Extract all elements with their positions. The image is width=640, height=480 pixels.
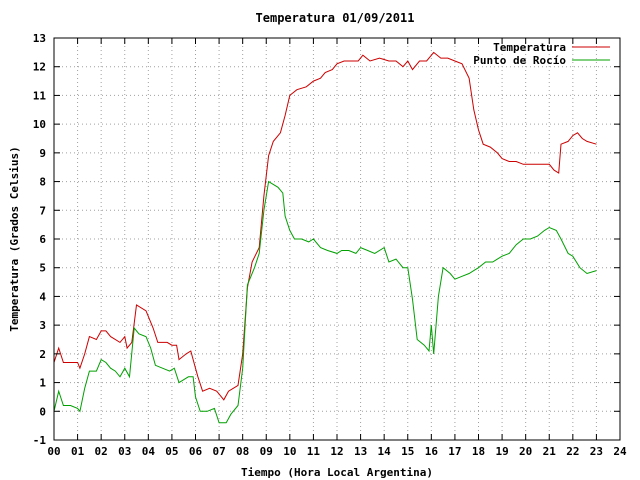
y-axis-label: Temperatura (Grados Celsius) [8, 146, 21, 331]
x-tick-label: 09 [260, 445, 273, 458]
y-tick-label: 8 [39, 176, 46, 189]
y-tick-label: 3 [39, 319, 46, 332]
x-tick-labels: 00 01 02 03 04 05 06 07 08 09 10 11 12 13 14 15 16 17 18 19… [47, 445, 627, 458]
x-tick-label: 16 [425, 445, 439, 458]
x-tick-label: 14 [378, 445, 392, 458]
chart-title: Temperatura 01/09/2011 [256, 11, 415, 25]
x-tick-label: 06 [189, 445, 203, 458]
x-tick-label: 07 [212, 445, 225, 458]
y-tick-label: 12 [33, 61, 46, 74]
x-tick-label: 11 [307, 445, 321, 458]
x-tick-label: 15 [401, 445, 414, 458]
series-layer [53, 51, 597, 424]
ticks [53, 37, 621, 441]
x-tick-label: 20 [519, 445, 532, 458]
x-tick-label: 08 [236, 445, 249, 458]
x-tick-label: 12 [330, 445, 343, 458]
x-tick-label: 17 [448, 445, 461, 458]
y-tick-label: 1 [39, 377, 46, 390]
x-tick-label: 23 [590, 445, 603, 458]
x-tick-label: 00 [47, 445, 60, 458]
x-tick-label: 02 [95, 445, 108, 458]
x-tick-label: 13 [354, 445, 367, 458]
x-tick-label: 19 [495, 445, 508, 458]
series-line-punto-de-rocio [53, 180, 597, 424]
x-tick-label: 22 [566, 445, 579, 458]
series-line-temperatura [53, 51, 597, 401]
x-tick-label: 18 [472, 445, 485, 458]
y-tick-label: 11 [33, 89, 47, 102]
y-tick-label: -1 [33, 434, 47, 447]
y-tick-label: 10 [33, 118, 46, 131]
x-axis-label: Tiempo (Hora Local Argentina) [241, 466, 433, 479]
y-tick-label: 13 [33, 32, 46, 45]
y-tick-label: 4 [39, 290, 46, 303]
x-tick-label: 10 [283, 445, 296, 458]
legend-label-temperatura: Temperatura [493, 41, 566, 54]
x-tick-label: 01 [71, 445, 85, 458]
y-tick-label: 5 [39, 262, 46, 275]
y-tick-label: 6 [39, 233, 46, 246]
x-tick-label: 24 [613, 445, 627, 458]
x-tick-label: 04 [142, 445, 156, 458]
grid [54, 38, 620, 440]
x-tick-label: 05 [165, 445, 178, 458]
y-tick-label: 9 [39, 147, 46, 160]
y-tick-label: 0 [39, 405, 46, 418]
y-tick-label: 7 [39, 204, 46, 217]
y-tick-label: 2 [39, 348, 46, 361]
legend: Temperatura Punto de Rocío [473, 41, 610, 67]
x-tick-label: 21 [543, 445, 557, 458]
legend-label-punto-de-rocio: Punto de Rocío [473, 54, 566, 67]
x-tick-label: 03 [118, 445, 131, 458]
